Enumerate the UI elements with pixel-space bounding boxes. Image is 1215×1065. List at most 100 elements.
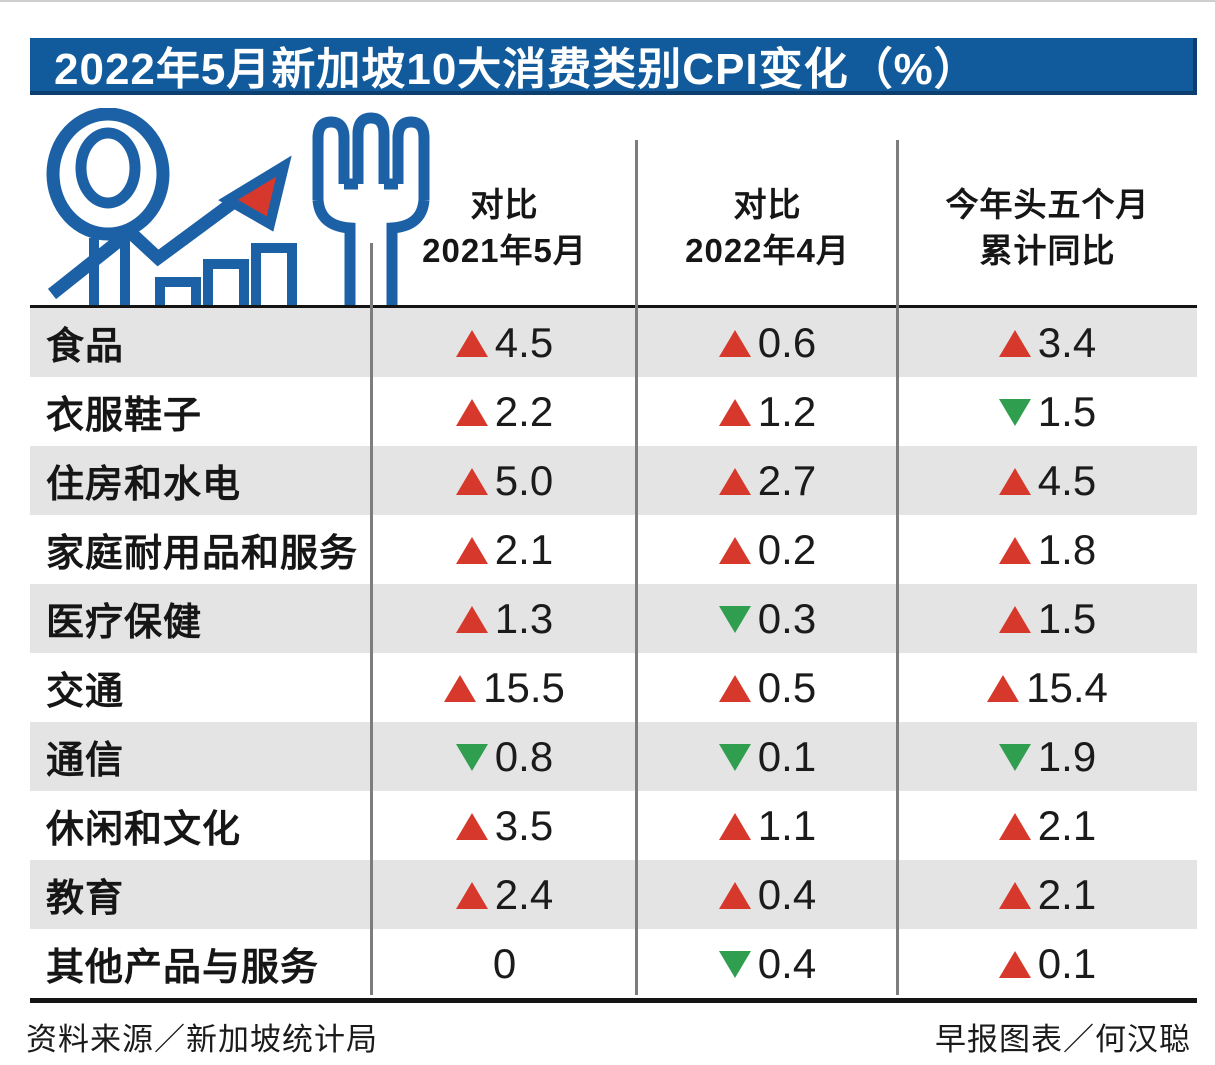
up-triangle-icon <box>998 537 1031 564</box>
value-cell: 15.5 <box>372 653 637 722</box>
row-label: 交通 <box>46 671 125 713</box>
value-cell: 0.8 <box>372 722 637 791</box>
up-triangle-icon <box>718 882 751 909</box>
column-divider <box>896 140 899 995</box>
up-triangle-icon <box>455 330 488 357</box>
value-text: 15.5 <box>483 663 565 711</box>
table-row: 衣服鞋子 2.2 1.2 1.5 <box>30 377 1197 446</box>
row-label: 教育 <box>46 878 125 920</box>
spoon-fork-trend-icon <box>46 108 430 308</box>
value-text: 1.5 <box>1037 387 1097 435</box>
value-cell: 2.4 <box>372 860 637 929</box>
title-banner: 2022年5月新加坡10大消费类别CPI变化（%） <box>30 38 1197 95</box>
value-text: 0.4 <box>757 939 817 987</box>
column-divider <box>635 140 638 995</box>
row-label: 其他产品与服务 <box>46 947 320 989</box>
value-cell: 0.3 <box>637 584 898 653</box>
value-text: 2.1 <box>494 525 554 573</box>
value-cell: 0.2 <box>637 515 898 584</box>
value-cell: 1.5 <box>898 584 1197 653</box>
author-credit: 早报图表／何汉聪 <box>935 1022 1191 1057</box>
column-header-line: 累计同比 <box>979 232 1116 269</box>
up-triangle-icon <box>455 606 488 633</box>
down-triangle-icon <box>718 951 751 978</box>
value-cell: 1.9 <box>898 722 1197 791</box>
up-triangle-icon <box>455 882 488 909</box>
value-text: 2.1 <box>1037 801 1097 849</box>
value-text: 1.9 <box>1037 732 1097 780</box>
value-text: 1.2 <box>757 387 817 435</box>
value-cell: 2.7 <box>637 446 898 515</box>
table-row: 教育 2.4 0.4 2.1 <box>30 860 1197 929</box>
value-cell: 0.4 <box>637 929 898 998</box>
down-triangle-icon <box>718 606 751 633</box>
up-triangle-icon <box>998 606 1031 633</box>
value-cell: 3.4 <box>898 308 1197 377</box>
value-cell: 0.6 <box>637 308 898 377</box>
value-cell: 1.5 <box>898 377 1197 446</box>
value-text: 0.3 <box>757 594 817 642</box>
footer: 资料来源／新加坡统计局 早报图表／何汉聪 <box>26 1014 1191 1059</box>
column-divider <box>370 243 373 995</box>
value-cell: 1.2 <box>637 377 898 446</box>
up-triangle-icon <box>455 399 488 426</box>
up-triangle-icon <box>998 951 1031 978</box>
value-text: 0.1 <box>1037 939 1097 987</box>
page-title: 2022年5月新加坡10大消费类别CPI变化（%） <box>54 44 979 94</box>
value-cell: 2.1 <box>898 791 1197 860</box>
up-triangle-icon <box>998 813 1031 840</box>
table-row: 食品 4.5 0.6 3.4 <box>30 308 1197 377</box>
value-text: 4.5 <box>1037 456 1097 504</box>
up-triangle-icon <box>455 468 488 495</box>
value-cell: 1.1 <box>637 791 898 860</box>
value-cell: 2.1 <box>898 860 1197 929</box>
value-text: 0.4 <box>757 870 817 918</box>
value-text: 0.2 <box>757 525 817 573</box>
value-cell: 4.5 <box>898 446 1197 515</box>
value-cell: 2.2 <box>372 377 637 446</box>
value-text: 15.4 <box>1026 663 1108 711</box>
up-triangle-icon <box>718 675 751 702</box>
table-row: 交通 15.5 0.5 15.4 <box>30 653 1197 722</box>
up-triangle-icon <box>998 330 1031 357</box>
row-label: 衣服鞋子 <box>46 395 203 437</box>
value-text: 1.1 <box>757 801 817 849</box>
cpi-table: 食品 4.5 0.6 3.4 衣服鞋子 2.2 1.2 1.5 住房和水电 5.… <box>30 305 1197 1003</box>
value-cell: 0.5 <box>637 653 898 722</box>
table-row: 其他产品与服务 0 0.4 0.1 <box>30 929 1197 998</box>
row-label: 家庭耐用品和服务 <box>46 533 359 575</box>
value-text: 1.5 <box>1037 594 1097 642</box>
value-cell: 5.0 <box>372 446 637 515</box>
value-text: 2.1 <box>1037 870 1097 918</box>
up-triangle-icon <box>718 330 751 357</box>
up-triangle-icon <box>998 882 1031 909</box>
source-credit: 资料来源／新加坡统计局 <box>26 1022 378 1057</box>
value-text: 0.1 <box>757 732 817 780</box>
up-triangle-icon <box>444 675 477 702</box>
table-row: 医疗保健 1.3 0.3 1.5 <box>30 584 1197 653</box>
table-row: 住房和水电 5.0 2.7 4.5 <box>30 446 1197 515</box>
up-triangle-icon <box>998 468 1031 495</box>
down-triangle-icon <box>718 744 751 771</box>
down-triangle-icon <box>998 744 1031 771</box>
column-header-ytd-yoy: 今年头五个月 累计同比 <box>898 102 1197 302</box>
table-row: 休闲和文化 3.5 1.1 2.1 <box>30 791 1197 860</box>
column-header-vs-apr-2022: 对比 2022年4月 <box>637 102 898 302</box>
up-triangle-icon <box>987 675 1020 702</box>
value-text: 1.3 <box>494 594 554 642</box>
column-header-line: 2022年4月 <box>685 232 850 269</box>
value-text: 1.8 <box>1037 525 1097 573</box>
value-text: 2.4 <box>494 870 554 918</box>
value-text: 3.4 <box>1037 318 1097 366</box>
up-triangle-icon <box>455 537 488 564</box>
up-triangle-icon <box>718 813 751 840</box>
value-text: 4.5 <box>494 318 554 366</box>
value-cell: 0.1 <box>898 929 1197 998</box>
value-text: 0.8 <box>494 732 554 780</box>
column-header-line: 今年头五个月 <box>945 186 1150 224</box>
value-text: 2.2 <box>494 387 554 435</box>
up-triangle-icon <box>718 537 751 564</box>
value-cell: 4.5 <box>372 308 637 377</box>
column-header-line: 2021年5月 <box>422 232 587 269</box>
